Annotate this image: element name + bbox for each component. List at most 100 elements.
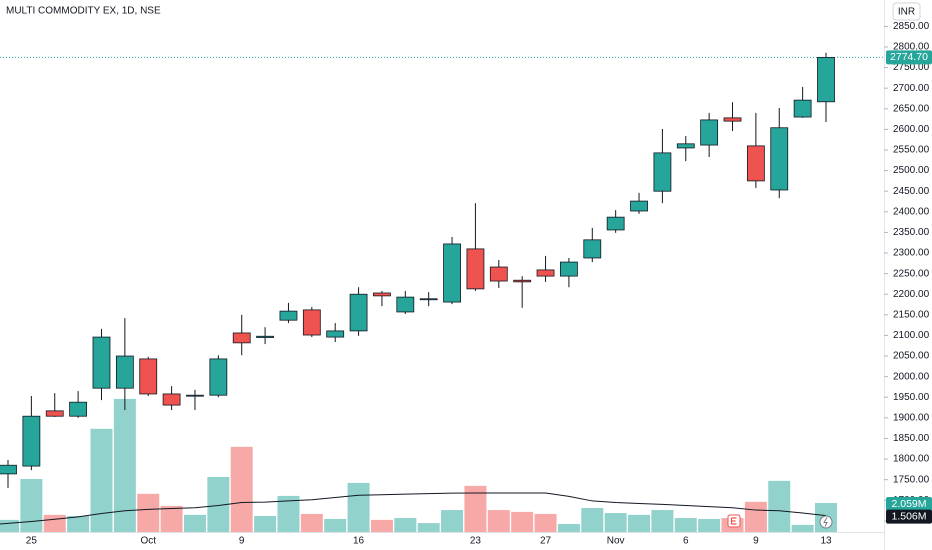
- volume-bar: [207, 476, 230, 532]
- volume-bar: [557, 523, 580, 532]
- candle-body: [653, 152, 672, 192]
- candle-body: [373, 292, 391, 297]
- x-tick-label: 6: [683, 536, 689, 547]
- candle-body: [746, 145, 765, 182]
- candle-body: [723, 117, 742, 122]
- volume-bar: [487, 510, 510, 532]
- volume-bar: [324, 518, 347, 532]
- candle-body: [232, 332, 251, 344]
- x-tick-label: 13: [820, 536, 832, 547]
- volume-bar: [604, 513, 627, 532]
- volume-bar: [417, 523, 440, 532]
- candle-body: [69, 401, 88, 417]
- volume-ma-line: [0, 492, 827, 525]
- candle-body: [536, 269, 555, 277]
- y-tick-label: 1800.00: [893, 454, 930, 465]
- volume-bar: [300, 513, 323, 532]
- y-tick-label: 2050.00: [893, 351, 930, 362]
- candle-body: [630, 200, 648, 212]
- candle-body: [162, 393, 181, 406]
- earnings-glyph: [730, 517, 737, 525]
- x-tick-label: 23: [470, 536, 482, 547]
- candle-body: [443, 243, 461, 303]
- dividend-glyph: [823, 517, 828, 527]
- earnings-icon[interactable]: [727, 514, 741, 528]
- candle-body: [115, 355, 134, 389]
- volume-bar: [20, 479, 43, 532]
- candle-body: [489, 266, 508, 282]
- candle-body: [349, 293, 368, 332]
- candle-body: [817, 57, 835, 103]
- x-tick-label: 9: [239, 536, 245, 547]
- volume-label: 2.059M: [891, 498, 926, 510]
- x-tick-label: 16: [353, 536, 365, 547]
- candle-body: [793, 99, 812, 118]
- volume-bar: [534, 513, 557, 532]
- candle-body: [139, 358, 158, 395]
- x-tick-label: 25: [26, 536, 38, 547]
- chart-title: MULTI COMMODITY EX, 1D, NSE: [6, 6, 161, 17]
- volume-bar: [768, 480, 791, 532]
- candle-body: [45, 410, 64, 417]
- volume-label-box: [886, 497, 932, 512]
- y-tick-label: 2700.00: [893, 83, 930, 94]
- volume-bar: [651, 510, 674, 532]
- candle-body: [186, 394, 204, 397]
- time-axis: 25 Oct 9 16 23 27 Nov 6 9 13: [26, 536, 832, 547]
- currency-button[interactable]: [892, 2, 921, 21]
- volume-bar: [67, 515, 90, 532]
- candle-body: [676, 143, 695, 149]
- y-tick-label: 2350.00: [893, 227, 930, 238]
- x-tick-label: Oct: [140, 536, 156, 547]
- candle-body: [419, 298, 438, 301]
- candle-body: [209, 358, 228, 396]
- candle-body: [700, 119, 719, 146]
- x-tick-label: 9: [753, 536, 759, 547]
- candle-body: [560, 261, 578, 277]
- candle-body: [92, 336, 111, 389]
- volume-ma-label: 1.506M: [891, 510, 926, 522]
- candle-body: [513, 279, 532, 283]
- volume-bar: [674, 518, 697, 532]
- last-price-label-box: [886, 50, 932, 65]
- candle-body: [279, 310, 298, 321]
- volume-bar: [511, 511, 534, 532]
- y-tick-label: 2600.00: [893, 124, 930, 135]
- currency-label[interactable]: INR: [898, 7, 915, 18]
- y-tick-label: 2250.00: [893, 268, 930, 279]
- volume-bar: [277, 495, 300, 532]
- volume-bar: [791, 524, 814, 532]
- candle-body: [396, 296, 415, 313]
- y-tick-label: 1950.00: [893, 392, 930, 403]
- candle-body: [606, 216, 625, 231]
- y-tick-label: 1850.00: [893, 433, 930, 444]
- volume-bar: [394, 518, 417, 532]
- volume-bar: [254, 515, 277, 532]
- y-tick-label: 1900.00: [893, 412, 930, 423]
- candle-body: [0, 464, 17, 475]
- volume-bar: [160, 505, 183, 532]
- candle-body: [256, 335, 274, 338]
- volume-bar: [113, 398, 136, 532]
- candle-body: [302, 309, 321, 336]
- y-tick-label: 2000.00: [893, 371, 930, 382]
- volume-bar: [628, 514, 651, 532]
- y-tick-label: 2450.00: [893, 186, 930, 197]
- y-tick-label: 2100.00: [893, 330, 930, 341]
- volume-bar: [370, 519, 393, 532]
- y-tick-label: 2150.00: [893, 309, 930, 320]
- y-tick-label: 2200.00: [893, 289, 930, 300]
- y-tick-label: 2650.00: [893, 103, 930, 114]
- candle-body: [466, 248, 485, 290]
- candle-body: [22, 415, 41, 467]
- volume-bar: [441, 510, 464, 532]
- volume-bar: [183, 514, 206, 532]
- volume-bar: [137, 493, 160, 532]
- y-tick-label: 2500.00: [893, 165, 930, 176]
- volume-bar: [90, 428, 113, 532]
- dividend-icon[interactable]: [819, 515, 833, 529]
